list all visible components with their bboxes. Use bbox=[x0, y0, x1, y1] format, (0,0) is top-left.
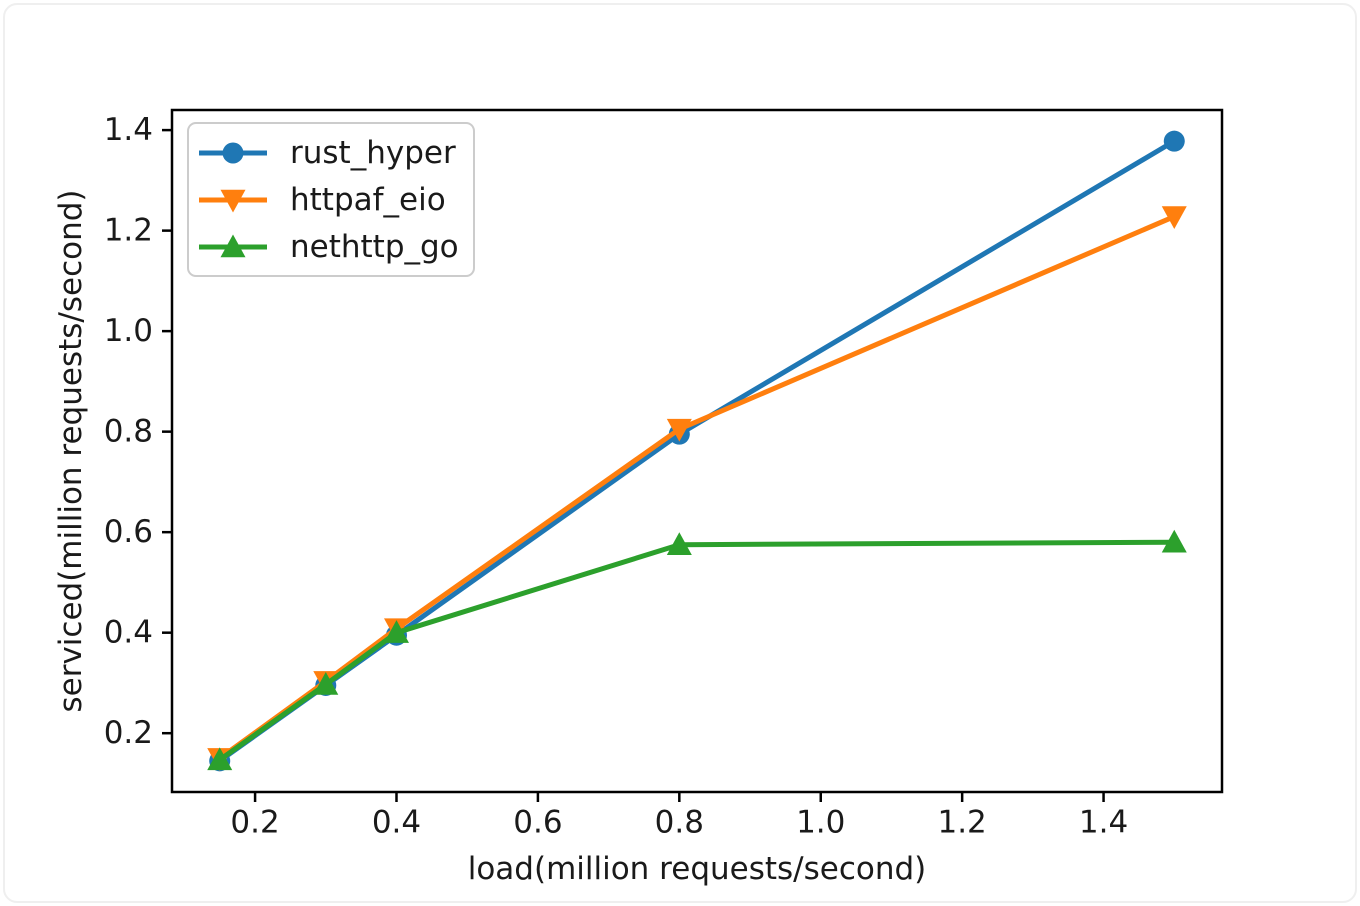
legend-key-triangle-down bbox=[199, 189, 267, 212]
y-tick-label: 0.2 bbox=[104, 715, 153, 751]
triangle-down-marker bbox=[1161, 206, 1187, 230]
circle-marker bbox=[1163, 130, 1185, 152]
x-tick-label: 0.8 bbox=[655, 804, 704, 840]
y-tick-label: 0.4 bbox=[104, 615, 153, 651]
series-line-httpaf_eio bbox=[217, 214, 1177, 761]
y-tick-label: 1.0 bbox=[104, 313, 153, 349]
y-tick-label: 0.8 bbox=[104, 414, 153, 450]
triangle-up-marker bbox=[220, 234, 246, 257]
legend-key-circle bbox=[199, 142, 267, 163]
legend-label: nethttp_go bbox=[290, 228, 459, 265]
circle-marker bbox=[222, 142, 244, 163]
triangle-down-marker bbox=[220, 189, 246, 212]
triangle-up-marker bbox=[207, 747, 233, 771]
triangle-up-marker bbox=[313, 671, 339, 695]
legend-label: rust_hyper bbox=[290, 134, 456, 171]
legend-item-httpaf_eio: httpaf_eio bbox=[198, 176, 459, 223]
x-tick-label: 0.4 bbox=[372, 804, 421, 840]
x-tick-label: 1.2 bbox=[937, 804, 986, 840]
y-tick-label: 0.6 bbox=[104, 514, 153, 550]
triangle-up-marker bbox=[383, 620, 409, 643]
y-axis-label: serviced(million requests/second) bbox=[53, 189, 89, 713]
x-tick-label: 0.6 bbox=[513, 804, 562, 840]
y-tick-label: 1.4 bbox=[104, 112, 153, 148]
plot-spines bbox=[170, 108, 1224, 794]
legend-item-nethttp_go: nethttp_go bbox=[198, 223, 459, 270]
plot-area: 0.2 0.4 0.6 0.8 1.0 1.2 1.4 0.2 0.4 0.6 0.8 1.0 1.2 1… bbox=[104, 108, 1224, 840]
legend-key-triangle-up bbox=[199, 234, 267, 257]
x-axis-label: load(million requests/second) bbox=[467, 851, 927, 887]
legend-label: httpaf_eio bbox=[290, 181, 446, 218]
x-tick-label: 1.4 bbox=[1079, 804, 1128, 840]
triangle-up-marker bbox=[1161, 529, 1187, 553]
x-tick-label: 0.2 bbox=[230, 804, 279, 840]
legend-item-rust_hyper: rust_hyper bbox=[198, 129, 459, 176]
y-tick-label: 1.2 bbox=[104, 213, 153, 249]
triangle-up-marker bbox=[666, 532, 692, 555]
triangle-down-marker bbox=[666, 418, 692, 442]
legend: rust_hyper httpaf_eio nethttp_go bbox=[187, 122, 475, 277]
x-tick-label: 1.0 bbox=[796, 804, 845, 840]
